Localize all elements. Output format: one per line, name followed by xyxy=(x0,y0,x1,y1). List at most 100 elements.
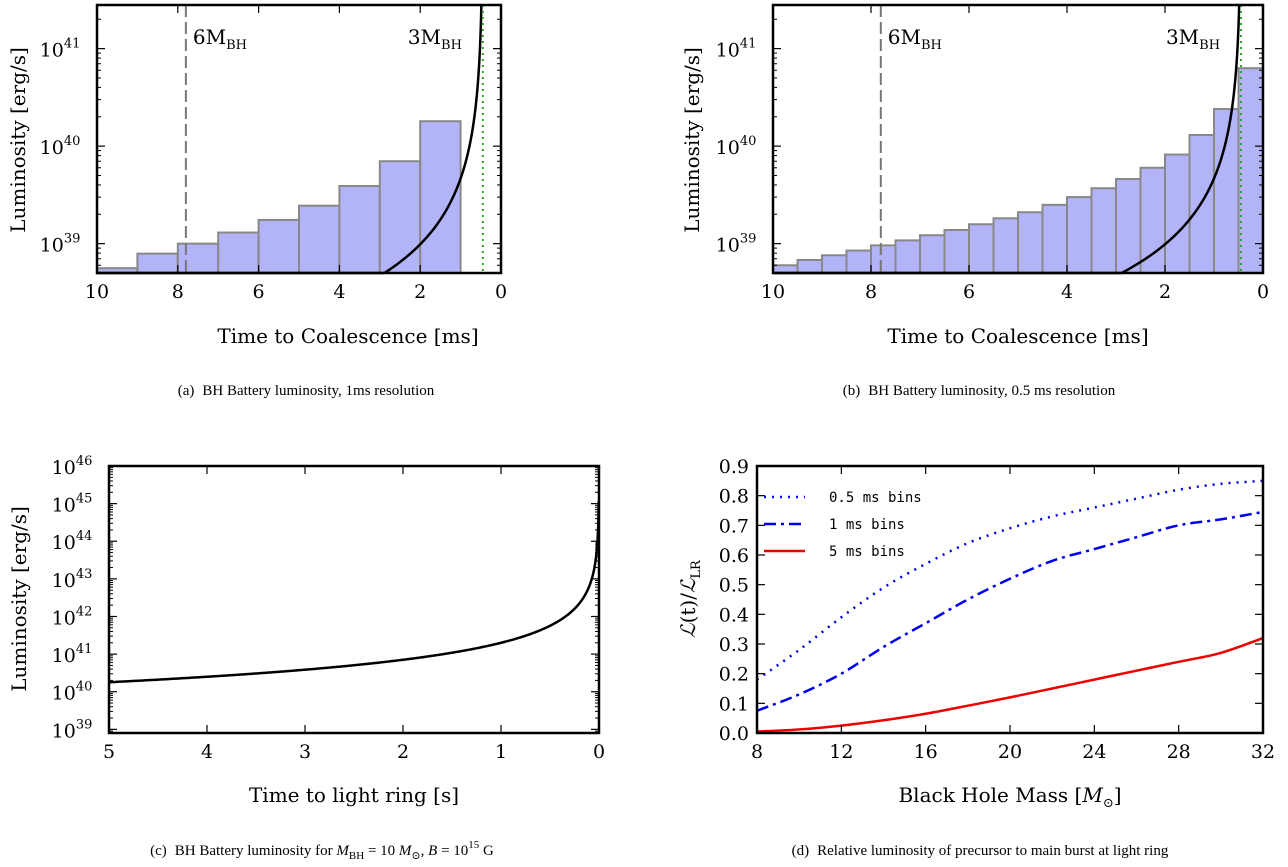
panel-c-y-tick-base: 10 xyxy=(52,607,76,629)
panel-b-bars xyxy=(772,67,1264,275)
panel-d-line-chart: 8 12 16 20 24 28 32 0.00.10.20.30.40.50.60.70.… xyxy=(676,456,1275,859)
panel-a-caption-text: BH Battery luminosity, 1ms resolution xyxy=(202,383,434,399)
panel-b-bar xyxy=(1164,153,1191,275)
panel-d-series-0-line xyxy=(756,479,1264,681)
panel-d-ylabel-slash: / xyxy=(676,593,700,600)
panel-c-y-tick-exp: 40 xyxy=(76,680,93,695)
panel-a-bar xyxy=(136,252,179,274)
panel-c-y-tick-base: 10 xyxy=(52,495,76,517)
panel-b-caption-text: BH Battery luminosity, 0.5 ms resolution xyxy=(868,383,1115,399)
panel-b-x-ticks: 10 8 6 4 2 0 xyxy=(761,5,1269,303)
panel-c-caption-eq2: = 10 xyxy=(437,843,468,859)
panel-d-x-tick-label: 28 xyxy=(1167,741,1191,763)
panel-b-annotation-sub: BH xyxy=(1199,38,1220,53)
panel-d-legend-label-1: 1 ms bins xyxy=(829,517,905,533)
panel-c-plot-frame xyxy=(107,464,601,735)
panel-d-x-ticks: 8 12 16 20 24 28 32 xyxy=(751,466,1275,763)
panel-b-annotation-sub: BH xyxy=(921,38,942,53)
panel-b-bar xyxy=(870,244,897,274)
panel-b-y-tick-exp: 39 xyxy=(740,232,757,247)
panel-c-y-tick-label: 1039 xyxy=(52,717,93,742)
panel-b-x-axis-label: Time to Coalescence [ms] xyxy=(887,324,1148,348)
panel-d-caption-text: Relative luminosity of precursor to main… xyxy=(817,843,1169,859)
panel-b-y-tick-exp: 40 xyxy=(740,134,757,149)
panel-b-x-tick-label: 2 xyxy=(1159,281,1171,303)
panel-a-bar xyxy=(176,242,220,275)
panel-a-y-tick-label: 1039 xyxy=(40,232,81,257)
panel-c-y-tick-exp: 44 xyxy=(76,529,93,544)
panel-c-x-tick-label: 5 xyxy=(103,741,115,763)
panel-b-y-tick-label: 1041 xyxy=(716,37,757,62)
panel-c-y-tick-exp: 42 xyxy=(76,604,93,619)
panel-a-bar xyxy=(378,160,422,274)
panel-b-y-tick-label: 1039 xyxy=(716,232,757,257)
panel-d-x-axis-label: Black Hole Mass [M⊙] xyxy=(898,783,1121,811)
panel-c-x-tick-label: 1 xyxy=(495,741,507,763)
panel-b-bar xyxy=(1041,203,1068,274)
panel-b-caption: (b) BH Battery luminosity, 0.5 ms resolut… xyxy=(843,383,1116,399)
panel-a-x-tick-label: 6 xyxy=(253,281,265,303)
panel-a-annotation: 3MBH xyxy=(408,25,462,53)
panel-a-y-tick-exp: 39 xyxy=(64,232,81,247)
panel-b-bar xyxy=(943,229,970,275)
panel-d-xlabel-m: M xyxy=(1081,783,1103,807)
panel-a-bar xyxy=(298,204,341,274)
panel-a-reference-lines xyxy=(184,5,484,273)
panel-c-x-tick-label: 0 xyxy=(593,741,605,763)
panel-d-series-2-line xyxy=(756,636,1264,733)
panel-b-y-tick-exp: 41 xyxy=(740,37,757,52)
panel-b-annotations: 6MBH 3MBH xyxy=(888,25,1220,53)
panel-b-annotation: 3MBH xyxy=(1166,25,1220,53)
panel-a-x-tick-label: 2 xyxy=(414,281,426,303)
panel-d-caption: (d) Relative luminosity of precursor to m… xyxy=(792,843,1169,859)
panel-d-legend-label-2: 5 ms bins xyxy=(829,544,905,560)
panel-a-x-ticks: 10 8 6 4 2 0 xyxy=(85,5,507,303)
panel-c-x-tick-label: 4 xyxy=(201,741,213,763)
panel-d-x-tick-label: 32 xyxy=(1251,741,1275,763)
panel-c-caption-unit: G xyxy=(479,843,494,859)
panel-c-caption-msun: M xyxy=(398,843,413,859)
panel-d-ylabel-sub: LR xyxy=(689,559,704,579)
panel-d-y-tick-label: 0.5 xyxy=(719,575,749,597)
panel-b-bar xyxy=(845,249,872,275)
panel-c-caption: (c) BH Battery luminosity for MBH = 10 M⊙… xyxy=(150,839,494,862)
panel-d-y-tick-label: 0.9 xyxy=(719,456,749,478)
panel-a-caption-label: (a) xyxy=(178,383,195,399)
panel-b-bar xyxy=(919,234,946,275)
panel-d-y-tick-label: 0.3 xyxy=(719,634,749,656)
panel-b-y-axis-label: Luminosity [erg/s] xyxy=(680,47,704,233)
panel-a-y-tick-base: 10 xyxy=(40,235,64,257)
panel-d-y-tick-label: 0.7 xyxy=(719,515,749,537)
panel-c-caption-b: B xyxy=(428,843,437,859)
panel-a-annotation-sub: BH xyxy=(441,38,462,53)
panel-d-y-tick-label: 0.2 xyxy=(719,664,749,686)
panel-b-annotation-base: 6M xyxy=(888,25,921,49)
panel-d-x-tick-label: 8 xyxy=(751,741,763,763)
panel-c-y-tick-exp: 46 xyxy=(76,454,93,469)
panel-b-x-tick-label: 8 xyxy=(865,281,877,303)
panel-b-bar xyxy=(968,223,995,275)
panel-a-annotation-base: 3M xyxy=(408,25,441,49)
panel-a-x-tick-label: 10 xyxy=(85,281,109,303)
panel-c-y-tick-base: 10 xyxy=(52,570,76,592)
panel-c-y-tick-exp: 43 xyxy=(76,567,93,582)
panel-d-legend: 0.5 ms bins 1 ms bins 5 ms bins xyxy=(764,490,922,560)
panel-d-ylabel-l1: ℒ xyxy=(676,623,700,638)
panel-c-caption-label: (c) xyxy=(150,843,167,859)
panel-a-plot-frame xyxy=(95,3,503,275)
panel-c-y-tick-base: 10 xyxy=(52,532,76,554)
panel-a-annotation-base: 6M xyxy=(193,25,226,49)
panel-c-y-tick-base: 10 xyxy=(52,457,76,479)
panel-a-annotation: 6MBH xyxy=(193,25,247,53)
panel-c-y-axis-label: Luminosity [erg/s] xyxy=(7,506,31,692)
panel-a-x-tick-label: 4 xyxy=(333,281,345,303)
panel-a-y-tick-exp: 41 xyxy=(64,37,81,52)
panel-d-xlabel-pre: Black Hole Mass [ xyxy=(898,783,1082,807)
panel-d-x-tick-label: 12 xyxy=(829,741,853,763)
panel-a-bars xyxy=(96,120,462,275)
panel-a-bar xyxy=(217,231,260,275)
